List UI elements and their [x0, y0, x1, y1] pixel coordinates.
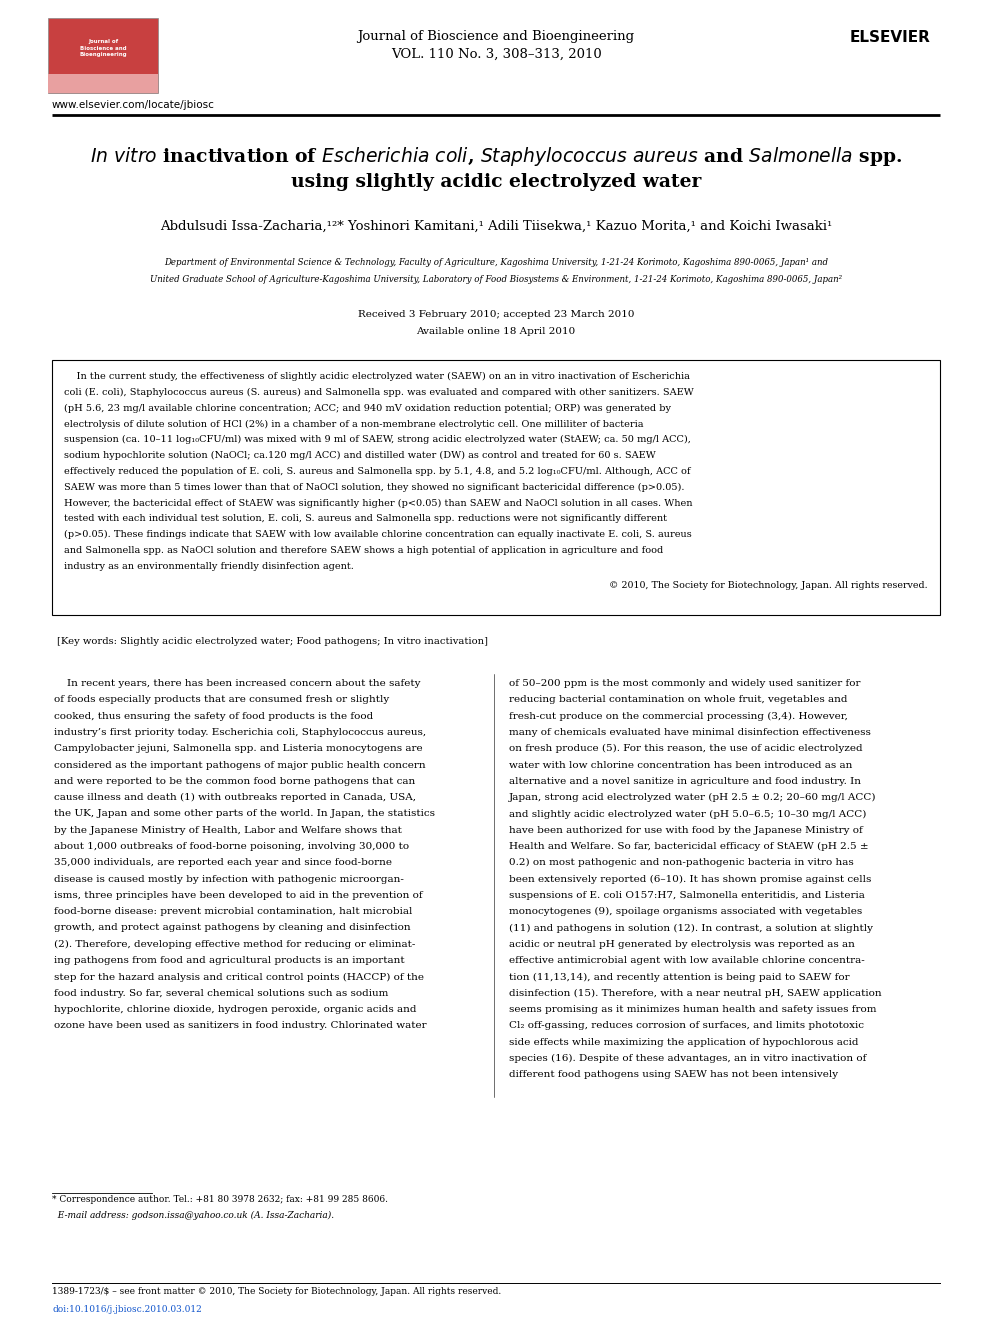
Text: the UK, Japan and some other parts of the world. In Japan, the statistics: the UK, Japan and some other parts of th…: [54, 810, 435, 819]
Text: 1389-1723/$ – see front matter © 2010, The Society for Biotechnology, Japan. All: 1389-1723/$ – see front matter © 2010, T…: [52, 1287, 501, 1297]
Text: tion (11,13,14), and recently attention is being paid to SAEW for: tion (11,13,14), and recently attention …: [509, 972, 849, 982]
Text: In the current study, the effectiveness of slightly acidic electrolyzed water (S: In the current study, the effectiveness …: [64, 372, 689, 381]
Text: 35,000 individuals, are reported each year and since food-borne: 35,000 individuals, are reported each ye…: [54, 859, 392, 868]
Text: SAEW was more than 5 times lower than that of NaOCl solution, they showed no sig: SAEW was more than 5 times lower than th…: [64, 483, 684, 492]
Text: water with low chlorine concentration has been introduced as an: water with low chlorine concentration ha…: [509, 761, 852, 770]
Text: acidic or neutral pH generated by electrolysis was reported as an: acidic or neutral pH generated by electr…: [509, 939, 854, 949]
Text: seems promising as it minimizes human health and safety issues from: seems promising as it minimizes human he…: [509, 1005, 876, 1013]
Bar: [48, 19, 158, 93]
Text: many of chemicals evaluated have minimal disinfection effectiveness: many of chemicals evaluated have minimal…: [509, 728, 870, 737]
Text: disinfection (15). Therefore, with a near neutral pH, SAEW application: disinfection (15). Therefore, with a nea…: [509, 988, 881, 998]
Text: tested with each individual test solution, E. coli, S. aureus and Salmonella spp: tested with each individual test solutio…: [64, 515, 667, 523]
Text: species (16). Despite of these advantages, an in vitro inactivation of: species (16). Despite of these advantage…: [509, 1054, 866, 1062]
Text: step for the hazard analysis and critical control points (HACCP) of the: step for the hazard analysis and critica…: [54, 972, 424, 982]
Text: hypochlorite, chlorine dioxide, hydrogen peroxide, organic acids and: hypochlorite, chlorine dioxide, hydrogen…: [54, 1005, 417, 1013]
Text: Journal of
Bioscience and
Bioengineering: Journal of Bioscience and Bioengineering: [79, 38, 127, 57]
Text: © 2010, The Society for Biotechnology, Japan. All rights reserved.: © 2010, The Society for Biotechnology, J…: [609, 581, 928, 590]
Text: (11) and pathogens in solution (12). In contrast, a solution at slightly: (11) and pathogens in solution (12). In …: [509, 923, 873, 933]
Text: Health and Welfare. So far, bactericidal efficacy of StAEW (pH 2.5 ±: Health and Welfare. So far, bactericidal…: [509, 841, 868, 851]
Text: (pH 5.6, 23 mg/l available chlorine concentration; ACC; and 940 mV oxidation red: (pH 5.6, 23 mg/l available chlorine conc…: [64, 404, 671, 413]
Text: * Correspondence author. Tel.: +81 80 3978 2632; fax: +81 99 285 8606.: * Correspondence author. Tel.: +81 80 39…: [52, 1195, 388, 1204]
Text: Campylobacter jejuni, Salmonella spp. and Listeria monocytogens are: Campylobacter jejuni, Salmonella spp. an…: [54, 745, 423, 753]
Text: suspension (ca. 10–11 log₁₀CFU/ml) was mixed with 9 ml of SAEW, strong acidic el: suspension (ca. 10–11 log₁₀CFU/ml) was m…: [64, 435, 690, 445]
Text: cause illness and death (1) with outbreaks reported in Canada, USA,: cause illness and death (1) with outbrea…: [54, 792, 416, 802]
Text: Received 3 February 2010; accepted 23 March 2010: Received 3 February 2010; accepted 23 Ma…: [358, 310, 634, 319]
Text: Department of Environmental Science & Technology, Faculty of Agriculture, Kagosh: Department of Environmental Science & Te…: [164, 258, 828, 267]
Text: reducing bacterial contamination on whole fruit, vegetables and: reducing bacterial contamination on whol…: [509, 696, 847, 704]
Text: been extensively reported (6–10). It has shown promise against cells: been extensively reported (6–10). It has…: [509, 875, 871, 884]
Text: and were reported to be the common food borne pathogens that can: and were reported to be the common food …: [54, 777, 416, 786]
Bar: [48, 74, 158, 93]
Text: 0.2) on most pathogenic and non-pathogenic bacteria in vitro has: 0.2) on most pathogenic and non-pathogen…: [509, 859, 853, 868]
Text: Cl₂ off-gassing, reduces corrosion of surfaces, and limits phototoxic: Cl₂ off-gassing, reduces corrosion of su…: [509, 1021, 863, 1031]
Text: www.elsevier.com/locate/jbiosc: www.elsevier.com/locate/jbiosc: [52, 101, 215, 110]
Text: on fresh produce (5). For this reason, the use of acidic electrolyzed: on fresh produce (5). For this reason, t…: [509, 745, 862, 753]
Text: effectively reduced the population of E. coli, S. aureus and Salmonella spp. by : effectively reduced the population of E.…: [64, 467, 690, 476]
Text: of 50–200 ppm is the most commonly and widely used sanitizer for: of 50–200 ppm is the most commonly and w…: [509, 679, 860, 688]
Text: food industry. So far, several chemical solutions such as sodium: food industry. So far, several chemical …: [54, 988, 389, 998]
Text: In recent years, there has been increased concern about the safety: In recent years, there has been increase…: [54, 679, 421, 688]
Text: [Key words: Slightly acidic electrolyzed water; Food pathogens; In vitro inactiv: [Key words: Slightly acidic electrolyzed…: [57, 636, 488, 646]
Text: growth, and protect against pathogens by cleaning and disinfection: growth, and protect against pathogens by…: [54, 923, 411, 933]
Text: sodium hypochlorite solution (NaOCl; ca.120 mg/l ACC) and distilled water (DW) a: sodium hypochlorite solution (NaOCl; ca.…: [64, 451, 656, 460]
Text: disease is caused mostly by infection with pathogenic microorgan-: disease is caused mostly by infection wi…: [54, 875, 404, 884]
Text: side effects while maximizing the application of hypochlorous acid: side effects while maximizing the applic…: [509, 1037, 858, 1046]
Text: alternative and a novel sanitize in agriculture and food industry. In: alternative and a novel sanitize in agri…: [509, 777, 860, 786]
Text: Abdulsudi Issa-Zacharia,¹²* Yoshinori Kamitani,¹ Adili Tiisekwa,¹ Kazuo Morita,¹: Abdulsudi Issa-Zacharia,¹²* Yoshinori Ka…: [160, 220, 832, 233]
Text: using slightly acidic electrolyzed water: using slightly acidic electrolyzed water: [291, 173, 701, 191]
Text: ozone have been used as sanitizers in food industry. Chlorinated water: ozone have been used as sanitizers in fo…: [54, 1021, 427, 1031]
Bar: [52, 360, 940, 615]
Text: Japan, strong acid electrolyzed water (pH 2.5 ± 0.2; 20–60 mg/l ACC): Japan, strong acid electrolyzed water (p…: [509, 792, 876, 802]
Text: industry as an environmentally friendly disinfection agent.: industry as an environmentally friendly …: [64, 561, 354, 570]
Text: (p>0.05). These findings indicate that SAEW with low available chlorine concentr: (p>0.05). These findings indicate that S…: [64, 531, 691, 540]
Text: However, the bactericidal effect of StAEW was significantly higher (p<0.05) than: However, the bactericidal effect of StAE…: [64, 499, 692, 508]
Text: effective antimicrobial agent with low available chlorine concentra-: effective antimicrobial agent with low a…: [509, 957, 864, 964]
Text: United Graduate School of Agriculture-Kagoshima University, Laboratory of Food B: United Graduate School of Agriculture-Ka…: [150, 275, 842, 284]
Text: isms, three principles have been developed to aid in the prevention of: isms, three principles have been develop…: [54, 890, 423, 900]
Text: and Salmonella spp. as NaOCl solution and therefore SAEW shows a high potential : and Salmonella spp. as NaOCl solution an…: [64, 546, 664, 554]
Text: Journal of Bioscience and Bioengineering: Journal of Bioscience and Bioengineering: [357, 30, 635, 44]
Text: coli (E. coli), Staphylococcus aureus (S. aureus) and Salmonella spp. was evalua: coli (E. coli), Staphylococcus aureus (S…: [64, 388, 693, 397]
Text: cooked, thus ensuring the safety of food products is the food: cooked, thus ensuring the safety of food…: [54, 712, 373, 721]
Text: E-mail address: godson.issa@yahoo.co.uk (A. Issa-Zacharia).: E-mail address: godson.issa@yahoo.co.uk …: [52, 1211, 334, 1220]
Text: Available online 18 April 2010: Available online 18 April 2010: [417, 327, 575, 336]
Text: considered as the important pathogens of major public health concern: considered as the important pathogens of…: [54, 761, 426, 770]
Text: food-borne disease: prevent microbial contamination, halt microbial: food-borne disease: prevent microbial co…: [54, 908, 413, 917]
Text: have been authorized for use with food by the Japanese Ministry of: have been authorized for use with food b…: [509, 826, 862, 835]
Text: industry’s first priority today. Escherichia coli, Staphylococcus aureus,: industry’s first priority today. Escheri…: [54, 728, 427, 737]
Text: (2). Therefore, developing effective method for reducing or eliminat-: (2). Therefore, developing effective met…: [54, 939, 416, 949]
Text: and slightly acidic electrolyzed water (pH 5.0–6.5; 10–30 mg/l ACC): and slightly acidic electrolyzed water (…: [509, 810, 866, 819]
Text: suspensions of E. coli O157:H7, Salmonella enteritidis, and Listeria: suspensions of E. coli O157:H7, Salmonel…: [509, 890, 864, 900]
Text: $\it{In\ vitro}$ inactivation of $\it{Escherichia\ coli}$, $\it{Staphylococcus\ : $\it{In\ vitro}$ inactivation of $\it{Es…: [89, 146, 903, 168]
Text: monocytogenes (9), spoilage organisms associated with vegetables: monocytogenes (9), spoilage organisms as…: [509, 908, 862, 917]
Text: ELSEVIER: ELSEVIER: [849, 30, 930, 45]
Text: VOL. 110 No. 3, 308–313, 2010: VOL. 110 No. 3, 308–313, 2010: [391, 48, 601, 61]
Text: fresh-cut produce on the commercial processing (3,4). However,: fresh-cut produce on the commercial proc…: [509, 712, 847, 721]
Text: about 1,000 outbreaks of food-borne poisoning, involving 30,000 to: about 1,000 outbreaks of food-borne pois…: [54, 841, 409, 851]
Text: of foods especially products that are consumed fresh or slightly: of foods especially products that are co…: [54, 696, 389, 704]
Text: electrolysis of dilute solution of HCl (2%) in a chamber of a non-membrane elect: electrolysis of dilute solution of HCl (…: [64, 419, 644, 429]
Text: different food pathogens using SAEW has not been intensively: different food pathogens using SAEW has …: [509, 1070, 837, 1080]
Text: by the Japanese Ministry of Health, Labor and Welfare shows that: by the Japanese Ministry of Health, Labo…: [54, 826, 402, 835]
Text: ing pathogens from food and agricultural products is an important: ing pathogens from food and agricultural…: [54, 957, 405, 964]
Text: doi:10.1016/j.jbiosc.2010.03.012: doi:10.1016/j.jbiosc.2010.03.012: [52, 1304, 201, 1314]
